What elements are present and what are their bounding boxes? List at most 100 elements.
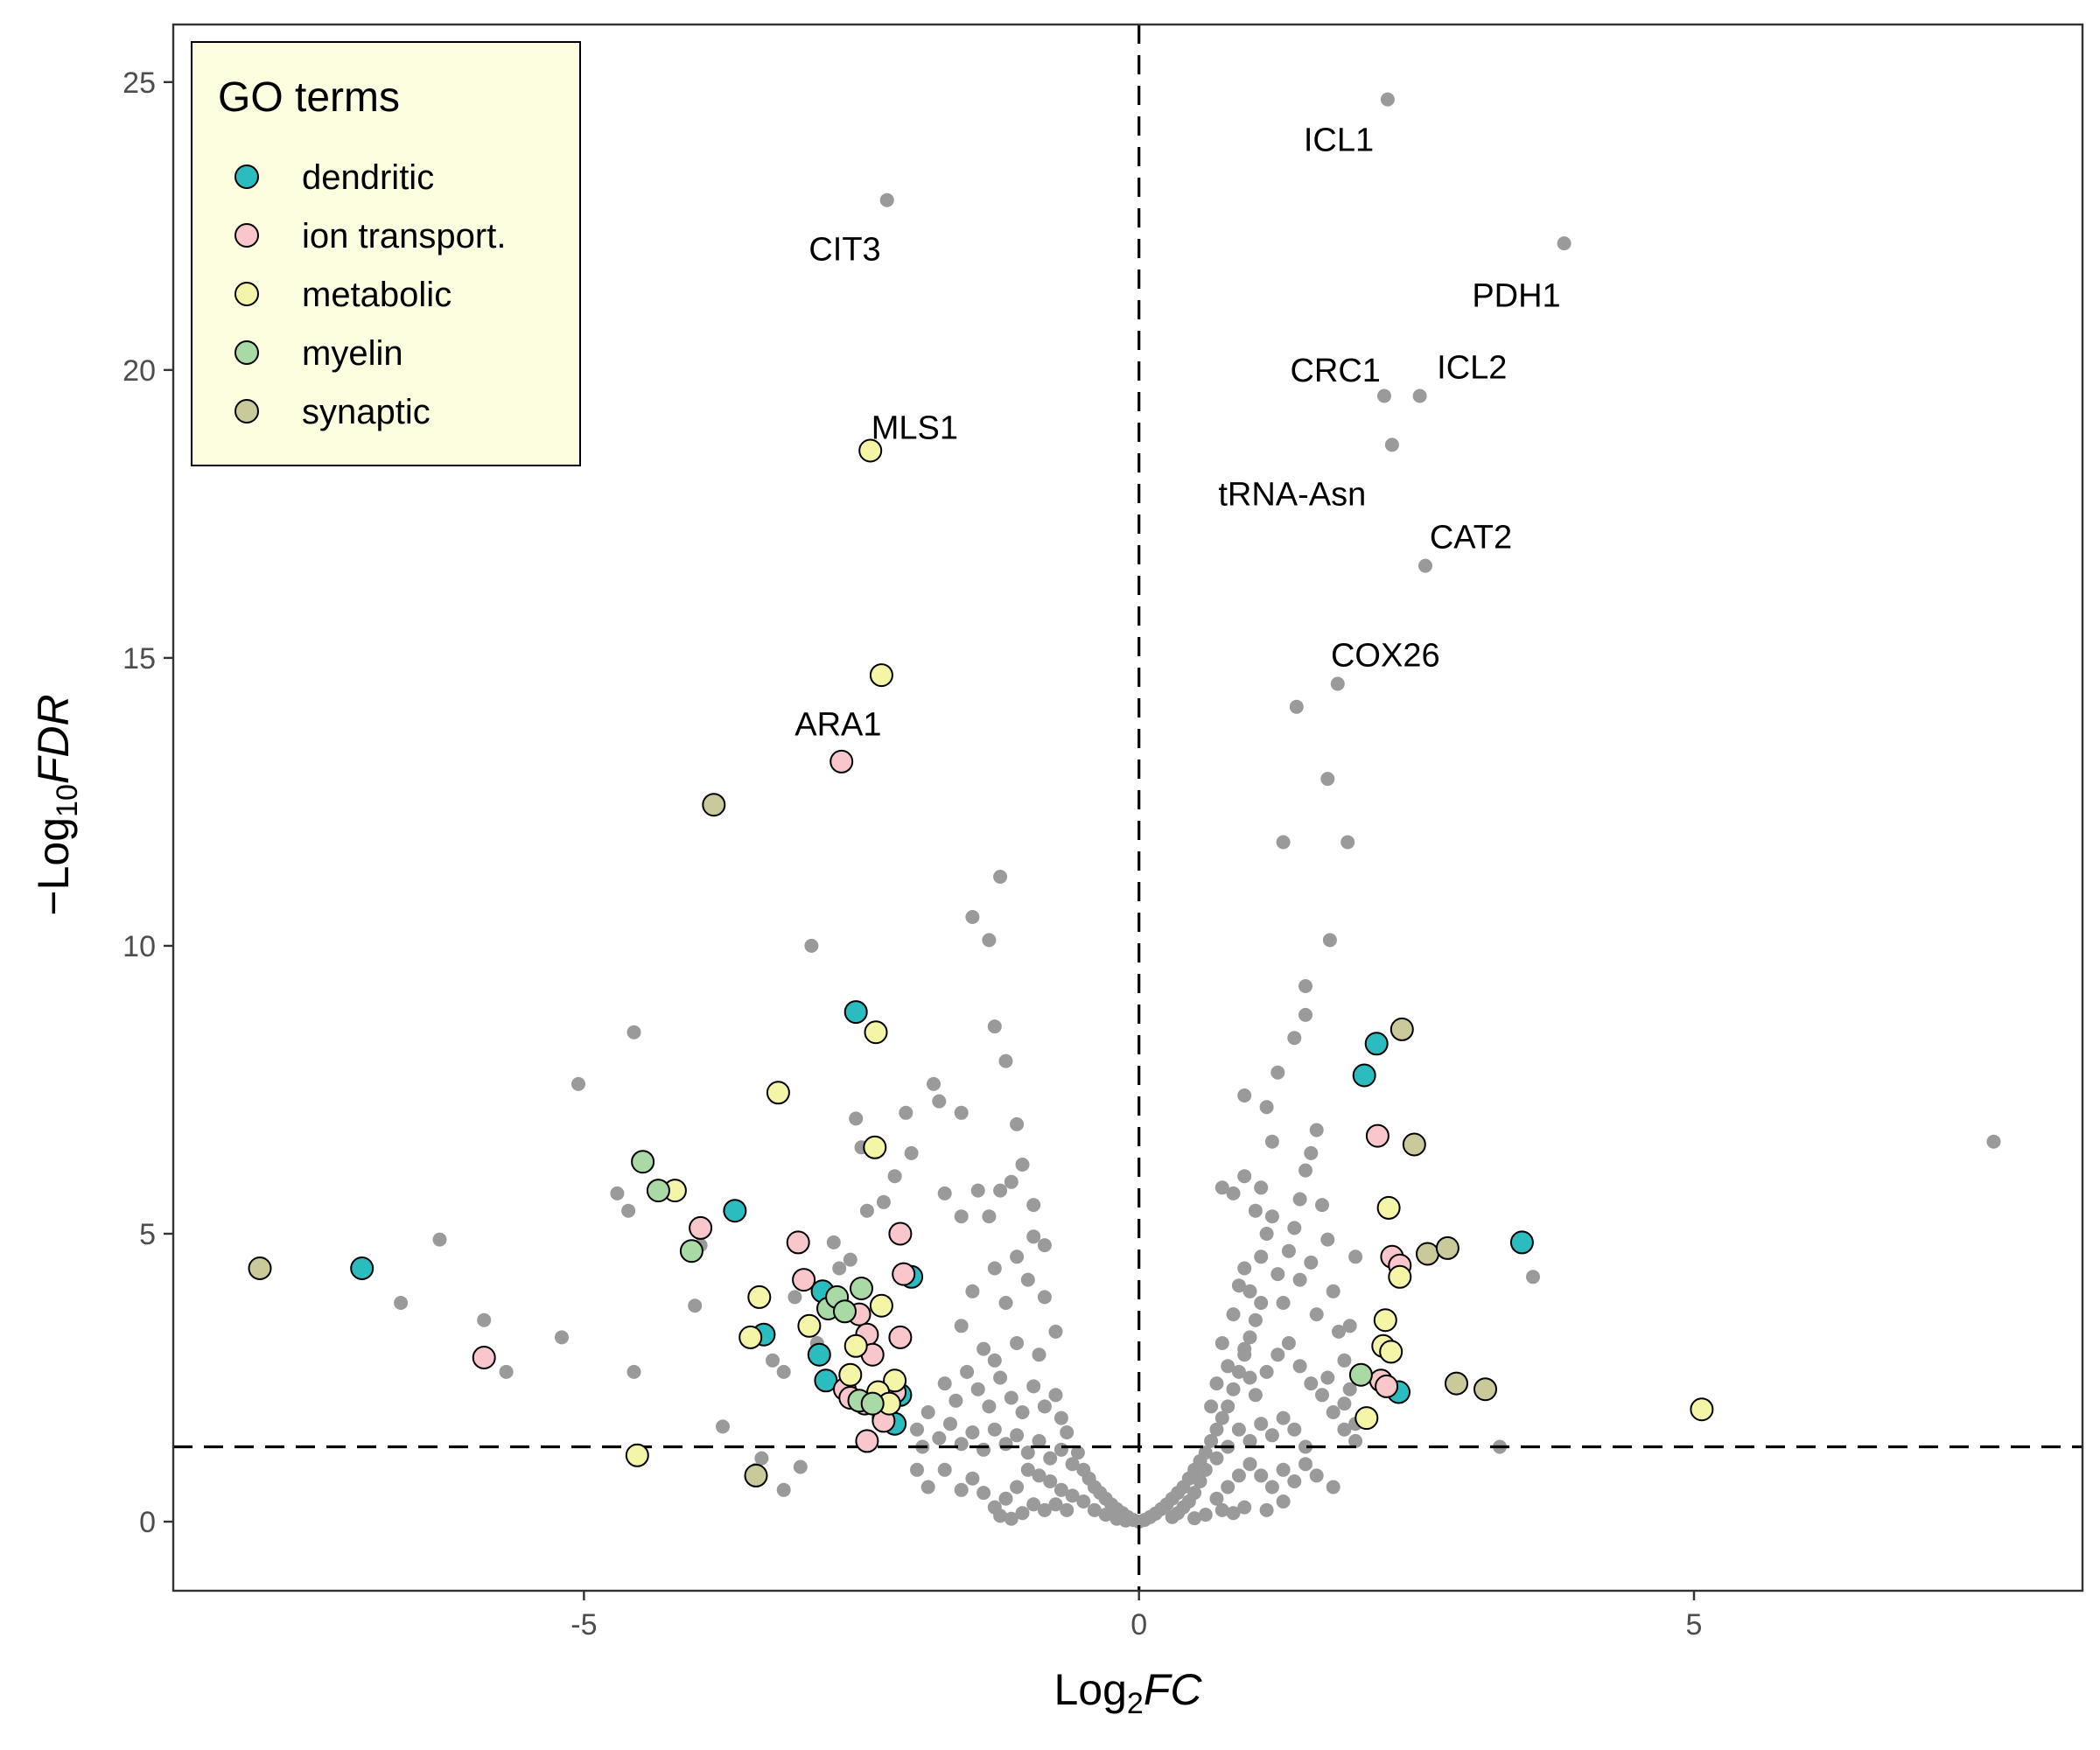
background-point bbox=[998, 1054, 1013, 1068]
background-point bbox=[1237, 1261, 1252, 1276]
background-point bbox=[927, 1076, 941, 1091]
y-tick-label: 20 bbox=[122, 354, 156, 388]
legend-key bbox=[234, 399, 259, 424]
background-point bbox=[1270, 1065, 1285, 1080]
background-point bbox=[1037, 1238, 1052, 1253]
background-point bbox=[1276, 1462, 1291, 1477]
gene-label: ARA1 bbox=[794, 707, 881, 744]
background-point bbox=[826, 1235, 841, 1250]
ion-transport-point bbox=[888, 1325, 913, 1349]
myelin-point bbox=[1348, 1362, 1373, 1387]
background-point bbox=[1342, 1382, 1357, 1396]
background-point bbox=[965, 1425, 980, 1439]
background-point bbox=[1214, 1502, 1229, 1517]
background-point bbox=[1304, 1145, 1319, 1160]
metabolic-point bbox=[1379, 1340, 1404, 1364]
background-point bbox=[1020, 1446, 1035, 1460]
background-point bbox=[954, 1482, 969, 1497]
background-point bbox=[910, 1422, 924, 1437]
metabolic-point bbox=[869, 1293, 893, 1318]
background-point bbox=[1198, 1508, 1213, 1522]
background-point bbox=[1209, 1422, 1224, 1437]
metabolic-point bbox=[1373, 1308, 1397, 1333]
background-point bbox=[1298, 1439, 1312, 1454]
background-point bbox=[1309, 1307, 1324, 1322]
background-point bbox=[1259, 1227, 1274, 1241]
background-point bbox=[1015, 1405, 1030, 1419]
background-point bbox=[1214, 1180, 1229, 1195]
background-point bbox=[993, 870, 1008, 884]
dendritic-point bbox=[1509, 1230, 1534, 1255]
background-point bbox=[1337, 1422, 1352, 1437]
background-point bbox=[626, 1364, 641, 1379]
background-point bbox=[876, 1194, 891, 1209]
synaptic-point bbox=[744, 1463, 768, 1488]
background-point bbox=[954, 1437, 969, 1452]
background-point bbox=[1198, 1462, 1213, 1477]
x-axis-title: Log2FC bbox=[1054, 1665, 1202, 1720]
background-point bbox=[754, 1451, 769, 1466]
background-point bbox=[1276, 1410, 1291, 1425]
background-point bbox=[937, 1186, 952, 1200]
y-tick-label: 5 bbox=[139, 1218, 156, 1251]
legend-key bbox=[234, 164, 259, 189]
background-point bbox=[1098, 1508, 1113, 1522]
background-point bbox=[1276, 1494, 1291, 1508]
background-point bbox=[1037, 1502, 1052, 1517]
background-point bbox=[1037, 1290, 1052, 1305]
background-point bbox=[1221, 1359, 1236, 1374]
y-tick-label: 15 bbox=[122, 642, 156, 676]
background-point bbox=[1020, 1462, 1035, 1477]
background-point bbox=[1309, 1468, 1324, 1483]
metabolic-point bbox=[1354, 1406, 1379, 1431]
background-point bbox=[1304, 1376, 1319, 1391]
background-point bbox=[1270, 1267, 1285, 1282]
background-point bbox=[1377, 388, 1391, 403]
background-point bbox=[1032, 1433, 1046, 1448]
background-point bbox=[1412, 388, 1427, 403]
background-point bbox=[1340, 835, 1355, 850]
metabolic-point bbox=[797, 1313, 822, 1338]
metabolic-point bbox=[747, 1284, 772, 1309]
background-point bbox=[1557, 236, 1572, 251]
legend-title: GO terms bbox=[218, 74, 400, 121]
gene-label: MLS1 bbox=[872, 410, 958, 447]
background-point bbox=[788, 1290, 802, 1305]
background-point bbox=[1043, 1474, 1058, 1488]
background-point bbox=[1292, 1192, 1307, 1207]
x-axis: -5 0 5 bbox=[570, 1591, 1702, 1642]
background-point bbox=[1214, 1336, 1229, 1350]
synaptic-point bbox=[1474, 1377, 1497, 1402]
background-point bbox=[1304, 1255, 1319, 1270]
y-tick-label: 10 bbox=[122, 930, 156, 963]
background-point bbox=[1281, 1336, 1296, 1350]
x-tick-label: -5 bbox=[570, 1608, 597, 1642]
background-point bbox=[776, 1482, 791, 1497]
background-point bbox=[1287, 1031, 1302, 1046]
background-point bbox=[1221, 1399, 1236, 1414]
background-point bbox=[766, 1353, 780, 1368]
background-point bbox=[1281, 1243, 1296, 1258]
synaptic-point bbox=[1435, 1236, 1460, 1260]
metabolic-point bbox=[766, 1081, 790, 1105]
synaptic-point bbox=[248, 1256, 272, 1280]
background-point bbox=[1309, 1123, 1324, 1138]
background-point bbox=[1026, 1379, 1041, 1394]
gene-label: CIT3 bbox=[808, 232, 880, 269]
background-point bbox=[1326, 1405, 1340, 1419]
background-point bbox=[1337, 1353, 1352, 1368]
background-point bbox=[1287, 1422, 1302, 1437]
background-point bbox=[477, 1312, 492, 1327]
background-point bbox=[1087, 1502, 1102, 1517]
background-point bbox=[1330, 676, 1345, 691]
background-point bbox=[1332, 1324, 1346, 1339]
background-point bbox=[1264, 1134, 1279, 1149]
dendritic-point bbox=[350, 1256, 374, 1280]
background-point bbox=[1204, 1433, 1219, 1448]
background-point bbox=[1037, 1399, 1052, 1414]
background-point bbox=[1242, 1370, 1257, 1385]
background-point bbox=[1231, 1364, 1246, 1379]
background-point bbox=[832, 1261, 847, 1276]
myelin-point bbox=[631, 1150, 655, 1174]
background-point bbox=[804, 938, 819, 953]
